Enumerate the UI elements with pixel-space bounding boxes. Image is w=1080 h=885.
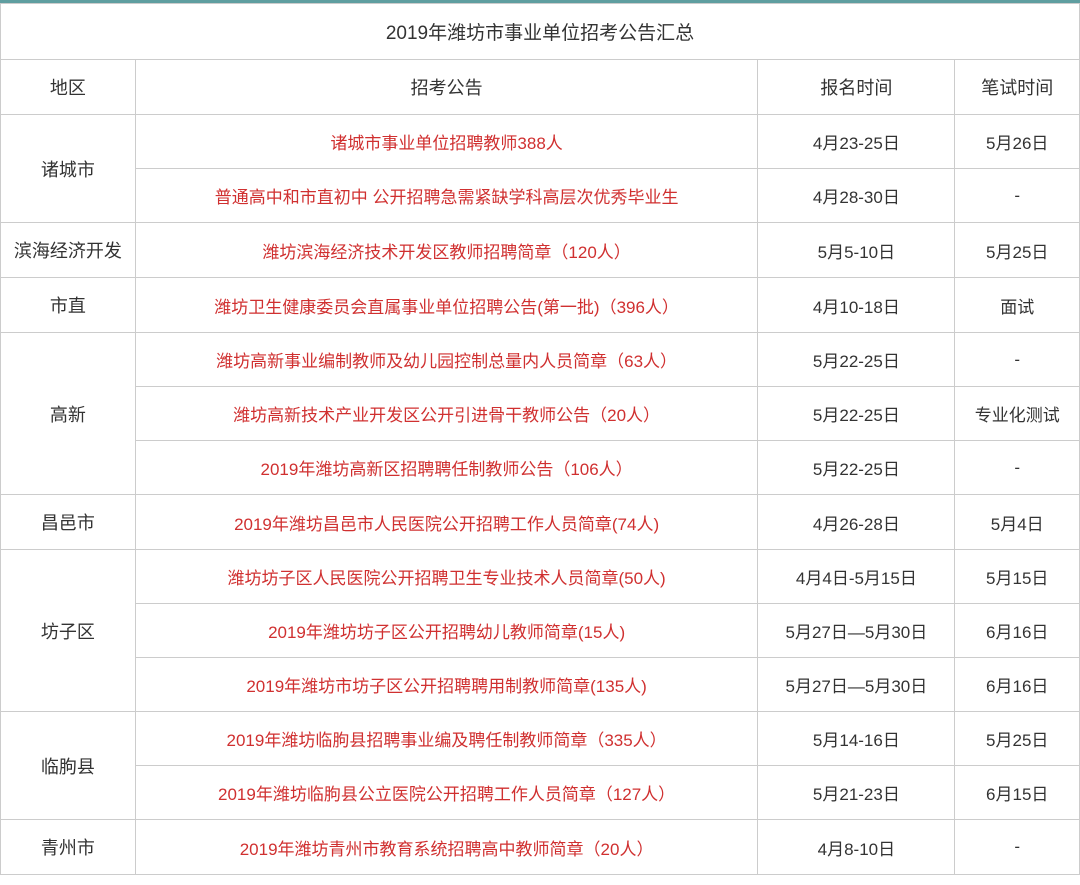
signup-time-cell: 4月23-25日 (758, 115, 955, 169)
announcement-cell: 2019年潍坊临朐县公立医院公开招聘工作人员简章（127人） (135, 766, 757, 820)
exam-time-cell: 6月16日 (955, 604, 1080, 658)
exam-time-cell: 5月25日 (955, 712, 1080, 766)
table-row: 诸城市诸城市事业单位招聘教师388人4月23-25日5月26日 (1, 115, 1080, 169)
exam-time-cell: - (955, 441, 1080, 495)
exam-time-cell: 5月25日 (955, 223, 1080, 278)
exam-time-cell: 5月26日 (955, 115, 1080, 169)
announcement-link[interactable]: 2019年潍坊坊子区公开招聘幼儿教师简章(15人) (268, 623, 625, 642)
table-row: 坊子区潍坊坊子区人民医院公开招聘卫生专业技术人员简章(50人)4月4日-5月15… (1, 550, 1080, 604)
exam-time-cell: 面试 (955, 278, 1080, 333)
announcement-cell: 2019年潍坊临朐县招聘事业编及聘任制教师简章（335人） (135, 712, 757, 766)
announcement-link[interactable]: 2019年潍坊昌邑市人民医院公开招聘工作人员简章(74人) (234, 515, 659, 534)
announcement-cell: 潍坊高新技术产业开发区公开引进骨干教师公告（20人） (135, 387, 757, 441)
announcement-cell: 2019年潍坊坊子区公开招聘幼儿教师简章(15人) (135, 604, 757, 658)
announcement-cell: 诸城市事业单位招聘教师388人 (135, 115, 757, 169)
signup-time-cell: 5月22-25日 (758, 387, 955, 441)
signup-time-cell: 5月21-23日 (758, 766, 955, 820)
table-row: 临朐县2019年潍坊临朐县招聘事业编及聘任制教师简章（335人）5月14-16日… (1, 712, 1080, 766)
header-exam: 笔试时间 (955, 60, 1080, 115)
table-row: 2019年潍坊临朐县公立医院公开招聘工作人员简章（127人） 5月21-23日6月… (1, 766, 1080, 820)
announcement-cell: 潍坊卫生健康委员会直属事业单位招聘公告(第一批)（396人） (135, 278, 757, 333)
region-cell: 青州市 (1, 820, 136, 875)
table-row: 2019年潍坊市坊子区公开招聘聘用制教师简章(135人) 5月27日—5月30日6… (1, 658, 1080, 712)
table-row: 2019年潍坊坊子区公开招聘幼儿教师简章(15人) 5月27日—5月30日6月16… (1, 604, 1080, 658)
table-row: 青州市 2019年潍坊青州市教育系统招聘高中教师简章（20人） 4月8-10日- (1, 820, 1080, 875)
announcement-link[interactable]: 潍坊高新技术产业开发区公开引进骨干教师公告（20人） (233, 406, 660, 425)
exam-time-cell: - (955, 169, 1080, 223)
header-signup: 报名时间 (758, 60, 955, 115)
announcement-cell: 潍坊高新事业编制教师及幼儿园控制总量内人员简章（63人） (135, 333, 757, 387)
announcement-link[interactable]: 2019年潍坊临朐县招聘事业编及聘任制教师简章（335人） (227, 731, 667, 750)
announcement-link[interactable]: 潍坊坊子区人民医院公开招聘卫生专业技术人员简章(50人) (227, 569, 665, 588)
region-cell: 高新 (1, 333, 136, 495)
exam-time-cell: 5月15日 (955, 550, 1080, 604)
signup-time-cell: 4月10-18日 (758, 278, 955, 333)
signup-time-cell: 5月14-16日 (758, 712, 955, 766)
exam-time-cell: - (955, 820, 1080, 875)
exam-time-cell: - (955, 333, 1080, 387)
announcement-cell: 2019年潍坊市坊子区公开招聘聘用制教师简章(135人) (135, 658, 757, 712)
table-row: 市直 潍坊卫生健康委员会直属事业单位招聘公告(第一批)（396人） 4月10-18日… (1, 278, 1080, 333)
exam-time-cell: 6月16日 (955, 658, 1080, 712)
announcement-link[interactable]: 普通高中和市直初中 公开招聘急需紧缺学科高层次优秀毕业生 (215, 188, 679, 207)
region-cell: 坊子区 (1, 550, 136, 712)
region-cell: 诸城市 (1, 115, 136, 223)
header-region: 地区 (1, 60, 136, 115)
signup-time-cell: 4月26-28日 (758, 495, 955, 550)
header-announcement: 招考公告 (135, 60, 757, 115)
announcement-cell: 潍坊滨海经济技术开发区教师招聘简章（120人） (135, 223, 757, 278)
region-cell: 滨海经济开发 (1, 223, 136, 278)
region-cell: 昌邑市 (1, 495, 136, 550)
signup-time-cell: 5月5-10日 (758, 223, 955, 278)
exam-time-cell: 5月4日 (955, 495, 1080, 550)
announcement-link[interactable]: 2019年潍坊高新区招聘聘任制教师公告（106人） (261, 460, 633, 479)
exam-time-cell: 6月15日 (955, 766, 1080, 820)
announcement-cell: 2019年潍坊青州市教育系统招聘高中教师简章（20人） (135, 820, 757, 875)
recruitment-table-container: 2019年潍坊市事业单位招考公告汇总 地区 招考公告 报名时间 笔试时间 诸城市… (0, 0, 1080, 875)
region-cell: 临朐县 (1, 712, 136, 820)
announcement-link[interactable]: 潍坊高新事业编制教师及幼儿园控制总量内人员简章（63人） (216, 352, 677, 371)
table-title-row: 2019年潍坊市事业单位招考公告汇总 (1, 4, 1080, 60)
announcement-link[interactable]: 潍坊卫生健康委员会直属事业单位招聘公告(第一批)（396人） (214, 298, 679, 317)
announcement-cell: 2019年潍坊昌邑市人民医院公开招聘工作人员简章(74人) (135, 495, 757, 550)
announcement-link[interactable]: 潍坊滨海经济技术开发区教师招聘简章（120人） (262, 243, 630, 262)
table-row: 高新潍坊高新事业编制教师及幼儿园控制总量内人员简章（63人）5月22-25日- (1, 333, 1080, 387)
announcement-link[interactable]: 2019年潍坊临朐县公立医院公开招聘工作人员简章（127人） (218, 785, 675, 804)
table-header-row: 地区 招考公告 报名时间 笔试时间 (1, 60, 1080, 115)
table-row: 普通高中和市直初中 公开招聘急需紧缺学科高层次优秀毕业生 4月28-30日- (1, 169, 1080, 223)
announcement-link[interactable]: 诸城市事业单位招聘教师388人 (330, 134, 562, 153)
announcement-cell: 普通高中和市直初中 公开招聘急需紧缺学科高层次优秀毕业生 (135, 169, 757, 223)
exam-time-cell: 专业化测试 (955, 387, 1080, 441)
signup-time-cell: 4月4日-5月15日 (758, 550, 955, 604)
table-title: 2019年潍坊市事业单位招考公告汇总 (1, 4, 1080, 60)
signup-time-cell: 5月27日—5月30日 (758, 604, 955, 658)
signup-time-cell: 5月22-25日 (758, 441, 955, 495)
table-row: 滨海经济开发 潍坊滨海经济技术开发区教师招聘简章（120人） 5月5-10日5月25… (1, 223, 1080, 278)
announcement-link[interactable]: 2019年潍坊青州市教育系统招聘高中教师简章（20人） (240, 840, 654, 859)
region-cell: 市直 (1, 278, 136, 333)
signup-time-cell: 4月8-10日 (758, 820, 955, 875)
announcement-cell: 潍坊坊子区人民医院公开招聘卫生专业技术人员简章(50人) (135, 550, 757, 604)
signup-time-cell: 5月27日—5月30日 (758, 658, 955, 712)
table-row: 2019年潍坊高新区招聘聘任制教师公告（106人） 5月22-25日- (1, 441, 1080, 495)
signup-time-cell: 5月22-25日 (758, 333, 955, 387)
table-row: 昌邑市 2019年潍坊昌邑市人民医院公开招聘工作人员简章(74人) 4月26-28日… (1, 495, 1080, 550)
recruitment-table: 2019年潍坊市事业单位招考公告汇总 地区 招考公告 报名时间 笔试时间 诸城市… (0, 3, 1080, 875)
table-row: 潍坊高新技术产业开发区公开引进骨干教师公告（20人） 5月22-25日专业化测试 (1, 387, 1080, 441)
signup-time-cell: 4月28-30日 (758, 169, 955, 223)
announcement-cell: 2019年潍坊高新区招聘聘任制教师公告（106人） (135, 441, 757, 495)
announcement-link[interactable]: 2019年潍坊市坊子区公开招聘聘用制教师简章(135人) (246, 677, 647, 696)
